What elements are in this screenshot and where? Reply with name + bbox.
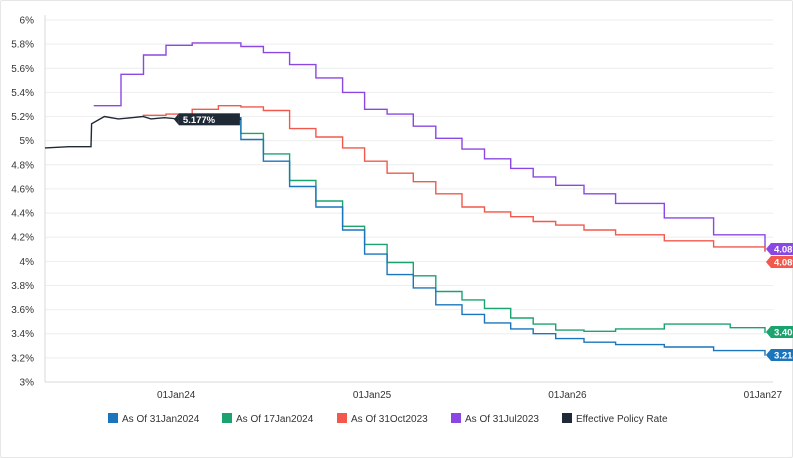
y-tick-label: 4.8%: [11, 160, 34, 171]
y-tick-label: 3.8%: [11, 281, 34, 292]
y-tick-label: 3%: [20, 378, 35, 389]
y-tick-label: 5%: [20, 136, 35, 147]
gridlines: [44, 15, 773, 383]
legend-swatch: [108, 413, 118, 423]
legend-label: As Of 31Jan2024: [122, 414, 200, 425]
legend: As Of 31Jan2024 As Of 17Jan2024 As Of 31Oc…: [108, 413, 668, 425]
end-label-arrow: [765, 349, 771, 361]
y-tick-label: 5.6%: [11, 64, 34, 75]
x-tick-label: 01Jan27: [744, 390, 783, 401]
legend-swatch: [222, 413, 232, 423]
end-label-text: 3.218%: [774, 351, 793, 362]
y-tick-label: 3.6%: [11, 305, 34, 316]
end-label-arrow: [765, 256, 771, 268]
end-label-arrow: [765, 243, 771, 255]
end-label-arrow: [765, 326, 771, 338]
policy-label-text: 5.177%: [183, 115, 216, 126]
y-tick-label: 3.4%: [11, 329, 34, 340]
y-tick-label: 4.2%: [11, 233, 34, 244]
series-line: [184, 117, 766, 333]
policy-label-box: [178, 113, 240, 126]
series-lines: [44, 42, 766, 356]
y-tick-label: 4%: [20, 257, 35, 268]
policy-label-arrow: [173, 113, 179, 126]
end-label-box: [770, 243, 793, 255]
legend-label: As Of 31Oct2023: [351, 414, 428, 425]
legend-swatch: [562, 413, 572, 423]
end-label-box: [770, 326, 793, 338]
legend-swatch: [451, 413, 461, 423]
end-label-text: 4.087%: [774, 245, 793, 256]
series-line: [93, 42, 766, 251]
series-line: [192, 117, 766, 356]
x-tick-label: 01Jan25: [353, 390, 392, 401]
end-label-text: 3.406%: [774, 328, 793, 339]
y-tick-label: 5.2%: [11, 112, 34, 123]
y-tick-label: 4.4%: [11, 209, 34, 220]
series-line: [142, 105, 766, 252]
y-axis-ticks: 3% 3.2% 3.4% 3.6% 3.8% 4% 4.2% 4.4% 4.6% 4.8% 5% 5.…: [11, 16, 34, 389]
y-tick-label: 6%: [20, 16, 35, 27]
legend-label: As Of 31Jul2023: [465, 414, 539, 425]
y-tick-label: 3.2%: [11, 353, 34, 364]
x-tick-label: 01Jan26: [548, 390, 587, 401]
x-tick-label: 01Jan24: [157, 390, 196, 401]
legend-label: Effective Policy Rate: [576, 414, 668, 425]
legend-label: As Of 17Jan2024: [236, 414, 314, 425]
end-label-box: [770, 349, 793, 361]
end-label-box: [770, 256, 793, 268]
end-labels: 3.218% 3.406% 4.08% 4.087% 5.177%: [173, 113, 793, 362]
x-axis-ticks: 01Jan24 01Jan25 01Jan26 01Jan27: [157, 390, 782, 401]
legend-swatch: [337, 413, 347, 423]
y-tick-label: 5.4%: [11, 88, 34, 99]
end-label-text: 4.08%: [774, 258, 793, 269]
y-tick-label: 5.8%: [11, 40, 34, 51]
y-tick-label: 4.6%: [11, 184, 34, 195]
